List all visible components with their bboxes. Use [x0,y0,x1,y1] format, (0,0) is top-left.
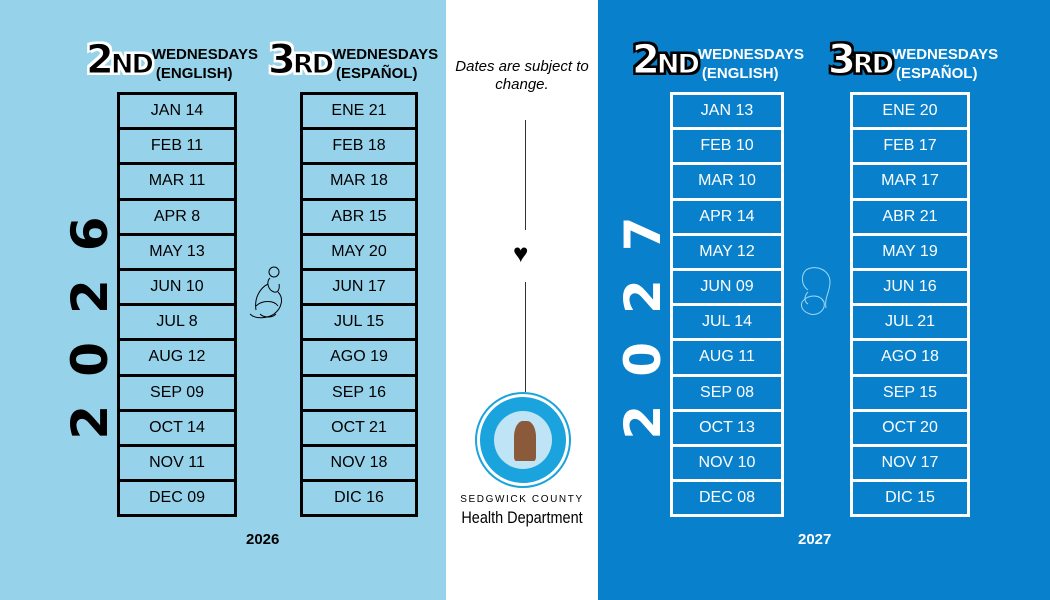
divider-line [525,282,526,392]
vertical-year-2026: 2026 [61,188,119,440]
date-cell: JUL 21 [850,303,970,342]
vertical-year-2027: 2027 [614,188,672,440]
english-dates-2026: JAN 14 FEB 11 MAR 11 APR 8 MAY 13 JUN 10 JUL 8… [117,92,237,518]
english-header: 2ND WEDNESDAYS (ENGLISH) [86,37,258,83]
spanish-dates-2027: ENE 20 FEB 17 MAR 17 ABR 21 MAY 19 JUN 16 JUL … [850,92,970,518]
calendar-2027-panel: 2ND WEDNESDAYS (ENGLISH) 3RD WEDNESDAYS (E… [598,0,1050,600]
date-cell: MAY 20 [300,232,418,271]
sedgwick-county-seal-logo [477,394,569,486]
date-cell: SEP 09 [117,373,237,412]
date-cell: JUN 16 [850,267,970,307]
year-label-2027: 2027 [798,531,832,548]
date-cell: MAR 11 [117,162,237,201]
date-cell: MAY 13 [117,232,237,271]
date-cell: MAY 12 [670,232,784,271]
date-cell: SEP 15 [850,373,970,412]
date-cell: JUN 17 [300,267,418,307]
spanish-header: 3RD WEDNESDAYS (ESPAÑOL) [828,37,999,83]
date-cell: AUG 12 [117,338,237,377]
mother-baby-icon [801,267,831,315]
date-cell: JUL 15 [300,303,418,342]
date-cell: OCT 21 [300,408,418,447]
org-department: Health Department [461,508,583,527]
date-cell: OCT 20 [850,408,970,447]
date-cell: ABR 15 [300,197,418,236]
date-cell: JAN 14 [117,92,237,131]
date-cell: AUG 11 [670,338,784,377]
divider-line [525,120,526,230]
disclaimer-note: Dates are subject to change. [455,58,589,93]
date-cell: DIC 16 [300,479,418,518]
date-cell: NOV 10 [670,443,784,483]
date-cell: APR 8 [117,197,237,236]
date-cell: ABR 21 [850,197,970,236]
date-cell: JUN 09 [670,267,784,307]
date-cell: DIC 15 [850,479,970,518]
date-cell: MAY 19 [850,232,970,271]
date-cell: SEP 16 [300,373,418,412]
date-cell: FEB 10 [670,127,784,166]
date-cell: FEB 11 [117,127,237,166]
date-cell: AGO 18 [850,338,970,377]
calendar-2026-panel: 2ND WEDNESDAYS (ENGLISH) 3RD WEDNESDAYS (E… [0,0,446,600]
date-cell: FEB 17 [850,127,970,166]
english-dates-2027: JAN 13 FEB 10 MAR 10 APR 14 MAY 12 JUN 09 JUL … [670,92,784,518]
date-cell: OCT 14 [117,408,237,447]
year-label-2026: 2026 [246,531,280,548]
date-cell: AGO 19 [300,338,418,377]
heart-icon: ♥ [513,238,529,268]
date-cell: JUN 10 [117,267,237,307]
date-cell: FEB 18 [300,127,418,166]
spanish-dates-2026: ENE 21 FEB 18 MAR 18 ABR 15 MAY 20 JUN 17 JUL … [300,92,418,518]
date-cell: ENE 20 [850,92,970,131]
date-cell: NOV 17 [850,443,970,483]
date-cell: NOV 18 [300,443,418,483]
date-cell: MAR 18 [300,162,418,201]
date-cell: DEC 09 [117,479,237,518]
date-cell: JUL 8 [117,303,237,342]
mother-baby-icon [249,266,282,319]
date-cell: ENE 21 [300,92,418,131]
spanish-header: 3RD WEDNESDAYS (ESPAÑOL) [268,37,439,83]
center-panel: Dates are subject to change. ♥ SEDGWICK … [446,0,598,600]
english-header: 2ND WEDNESDAYS (ENGLISH) [632,37,804,83]
date-cell: JAN 13 [670,92,784,131]
date-cell: MAR 10 [670,162,784,201]
date-cell: DEC 08 [670,479,784,518]
org-name: SEDGWICK COUNTY [460,494,584,505]
date-cell: NOV 11 [117,443,237,483]
date-cell: SEP 08 [670,373,784,412]
date-cell: OCT 13 [670,408,784,447]
date-cell: MAR 17 [850,162,970,201]
date-cell: JUL 14 [670,303,784,342]
date-cell: APR 14 [670,197,784,236]
